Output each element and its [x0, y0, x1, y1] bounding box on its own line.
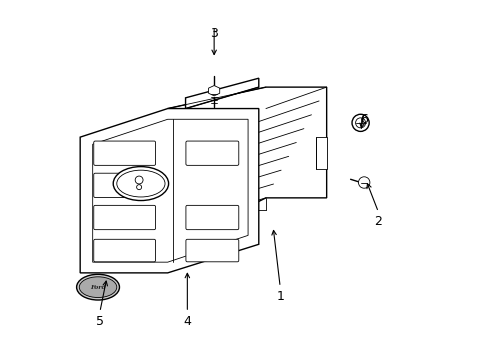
Text: 1: 1: [276, 289, 284, 303]
Ellipse shape: [79, 277, 117, 297]
Text: 2: 2: [374, 215, 382, 228]
Circle shape: [228, 143, 239, 153]
Circle shape: [358, 177, 369, 188]
Text: 4: 4: [183, 315, 191, 328]
Polygon shape: [80, 109, 258, 273]
Polygon shape: [167, 87, 326, 226]
FancyBboxPatch shape: [185, 239, 238, 262]
Text: 5: 5: [96, 315, 103, 328]
FancyBboxPatch shape: [94, 173, 155, 198]
Text: 3: 3: [210, 27, 218, 40]
Text: Ford: Ford: [90, 285, 106, 290]
FancyBboxPatch shape: [94, 239, 155, 262]
FancyBboxPatch shape: [94, 141, 155, 165]
FancyBboxPatch shape: [185, 205, 238, 230]
Polygon shape: [185, 78, 258, 109]
FancyBboxPatch shape: [185, 141, 238, 165]
Polygon shape: [208, 86, 219, 96]
Circle shape: [351, 114, 368, 131]
FancyBboxPatch shape: [94, 205, 155, 230]
Ellipse shape: [77, 274, 119, 300]
Text: 6: 6: [360, 113, 367, 126]
Ellipse shape: [113, 167, 168, 201]
Polygon shape: [315, 137, 326, 169]
